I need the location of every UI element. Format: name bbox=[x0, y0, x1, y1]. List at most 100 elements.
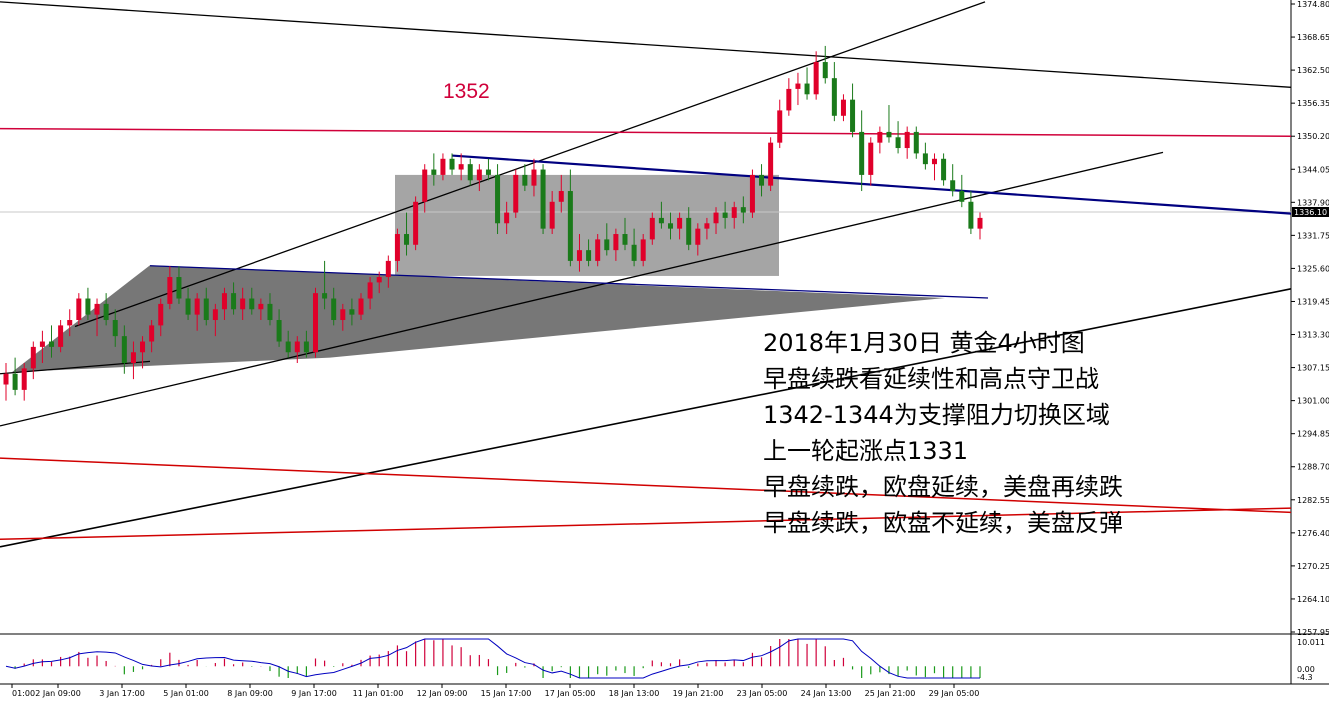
candle-body bbox=[886, 131, 892, 138]
candle-body bbox=[950, 180, 956, 192]
candle-body bbox=[158, 303, 164, 326]
price-tick-label: 1319.45 bbox=[1297, 297, 1329, 306]
price-tick-label: 1368.65 bbox=[1297, 33, 1329, 42]
time-tick-label: 01:00 bbox=[12, 689, 35, 698]
candle-body bbox=[586, 250, 592, 261]
candle-body bbox=[977, 217, 983, 229]
price-tick-label: 1257.95 bbox=[1297, 628, 1329, 637]
candle-body bbox=[922, 153, 928, 165]
time-tick-label: 24 Jan 13:00 bbox=[801, 689, 852, 698]
candle-body bbox=[513, 174, 519, 213]
current-price-tag-bg bbox=[1292, 206, 1329, 217]
candle-body bbox=[322, 293, 328, 299]
candle-body bbox=[531, 169, 537, 186]
candle-body bbox=[658, 217, 664, 224]
price-tick-label: 1337.90 bbox=[1297, 198, 1329, 207]
indicator-axis-label: -4.3 bbox=[1297, 673, 1313, 682]
price-tick-label: 1288.70 bbox=[1297, 463, 1329, 472]
candle-body bbox=[813, 62, 819, 95]
time-tick-label: 2 Jan 09:00 bbox=[35, 689, 81, 698]
candle-body bbox=[613, 234, 619, 251]
candle-body bbox=[695, 228, 701, 245]
annotation-line-2: 早盘续跌看延续性和高点守卫战 bbox=[763, 365, 1099, 393]
candle-body bbox=[567, 191, 573, 261]
candle-body bbox=[595, 239, 601, 261]
candle-body bbox=[795, 83, 801, 89]
time-tick-label: 23 Jan 05:00 bbox=[737, 689, 788, 698]
candle-body bbox=[895, 137, 901, 149]
candle-body bbox=[467, 164, 473, 181]
candle-body bbox=[340, 309, 346, 321]
candle-body bbox=[640, 239, 646, 261]
candle-body bbox=[94, 303, 100, 315]
candle-body bbox=[258, 303, 264, 310]
candle-body bbox=[221, 293, 227, 310]
candle-body bbox=[740, 207, 746, 213]
candle-body bbox=[485, 169, 491, 175]
time-tick-label: 8 Jan 09:00 bbox=[227, 689, 273, 698]
candle-body bbox=[804, 83, 810, 95]
candle-body bbox=[677, 217, 683, 229]
candle-body bbox=[495, 174, 501, 224]
candle-body bbox=[549, 201, 555, 229]
candle-body bbox=[103, 303, 109, 321]
candle-body bbox=[831, 78, 837, 116]
candle-body bbox=[504, 212, 510, 224]
price-tick-label: 1350.20 bbox=[1297, 132, 1329, 141]
candle-body bbox=[267, 303, 273, 321]
indicator-axis-label: 0.00 bbox=[1297, 665, 1315, 674]
candle-body bbox=[558, 191, 564, 202]
candle-body bbox=[385, 260, 391, 278]
candle-body bbox=[312, 293, 318, 353]
candle-body bbox=[285, 341, 291, 353]
candle-body bbox=[376, 277, 382, 283]
indicator-signal-line bbox=[5, 638, 980, 679]
candle-body bbox=[12, 373, 18, 390]
candle-body bbox=[941, 158, 947, 181]
price-tick-label: 1344.05 bbox=[1297, 165, 1329, 174]
candle-body bbox=[167, 277, 173, 304]
annotation-line-3: 1342-1344为支撑阻力切换区域 bbox=[763, 401, 1110, 429]
price-tick-label: 1301.00 bbox=[1297, 397, 1329, 406]
candle-body bbox=[404, 234, 410, 245]
candle-body bbox=[294, 341, 300, 353]
red-lower-line-a bbox=[0, 457, 1292, 514]
candle-body bbox=[668, 223, 674, 229]
time-tick-label: 19 Jan 21:00 bbox=[673, 689, 724, 698]
candle-body bbox=[877, 131, 883, 143]
time-tick-label: 12 Jan 09:00 bbox=[417, 689, 468, 698]
navy-triangle-top-line bbox=[149, 265, 989, 299]
candle-body bbox=[367, 282, 373, 299]
time-tick-label: 15 Jan 17:00 bbox=[481, 689, 532, 698]
candle-body bbox=[822, 62, 828, 79]
candle-body bbox=[649, 217, 655, 240]
annotation-line-1: 2018年1月30日 黄金4小时图 bbox=[763, 329, 1085, 357]
candle-body bbox=[21, 368, 27, 390]
candle-body bbox=[540, 169, 546, 229]
candle-body bbox=[121, 336, 127, 364]
price-tick-label: 1325.60 bbox=[1297, 264, 1329, 273]
time-tick-label: 25 Jan 21:00 bbox=[865, 689, 916, 698]
candle-body bbox=[140, 341, 146, 353]
candle-body bbox=[394, 234, 400, 261]
price-tick-label: 1282.55 bbox=[1297, 496, 1329, 505]
annotation-line-6: 早盘续跌，欧盘不延续，美盘反弹 bbox=[763, 509, 1123, 537]
candle-body bbox=[749, 174, 755, 213]
candle-body bbox=[49, 341, 55, 347]
candle-body bbox=[112, 320, 118, 337]
candle-body bbox=[331, 298, 337, 321]
candle-body bbox=[130, 352, 136, 364]
price-tick-label: 1276.40 bbox=[1297, 529, 1329, 538]
channel-upper-black-line bbox=[74, 1, 986, 328]
annotation-line-5: 早盘续跌，欧盘延续，美盘再续跌 bbox=[763, 473, 1123, 501]
price-tick-label: 1374.80 bbox=[1297, 0, 1329, 9]
lower-black-support-line bbox=[0, 288, 1292, 548]
candle-body bbox=[931, 158, 937, 165]
time-tick-label: 29 Jan 05:00 bbox=[929, 689, 980, 698]
candle-body bbox=[39, 341, 45, 347]
candle-body bbox=[959, 191, 965, 202]
price-tick-label: 1270.25 bbox=[1297, 562, 1329, 571]
level-label-1352: 1352 bbox=[443, 80, 490, 103]
